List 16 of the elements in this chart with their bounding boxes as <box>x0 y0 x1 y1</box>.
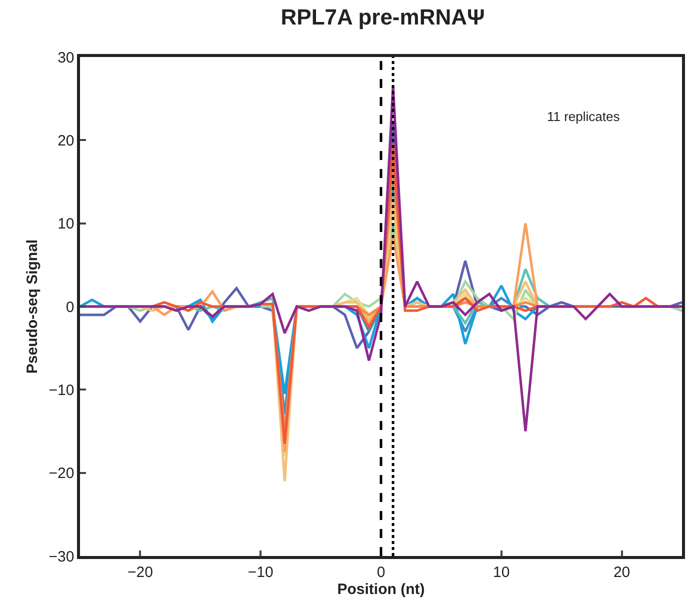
y-tick-label: −20 <box>48 465 74 482</box>
x-tick-label: −10 <box>248 564 274 581</box>
x-tick-label: −20 <box>127 564 153 581</box>
y-tick-label: 20 <box>58 132 74 150</box>
x-tick-label: 20 <box>613 564 630 581</box>
annotation: 11 replicates <box>547 109 620 124</box>
y-axis-title: Pseudo-seq Signal <box>24 239 42 374</box>
y-tick-label: 10 <box>58 216 74 233</box>
y-tick-label: −30 <box>48 548 74 566</box>
y-tick-label: 0 <box>66 298 74 316</box>
x-tick-label: 10 <box>493 564 510 581</box>
y-tick-label: 30 <box>58 49 74 66</box>
x-axis-title: Position (nt) <box>337 580 425 598</box>
x-tick-label: 0 <box>376 564 386 581</box>
y-tick-label: −10 <box>48 382 74 399</box>
chart-title: RPL7A pre-mRNAΨ <box>280 4 485 30</box>
